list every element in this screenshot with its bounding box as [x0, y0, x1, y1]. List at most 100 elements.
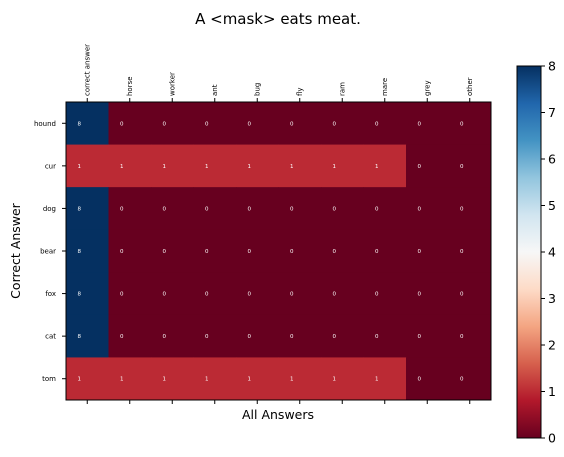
heatmap-cell [108, 102, 152, 146]
heatmap-cell [66, 187, 109, 231]
cell-value-label: 1 [120, 377, 124, 383]
heatmap-cell [406, 272, 449, 316]
heatmap-cell [236, 357, 279, 401]
cell-value-label: 0 [418, 377, 422, 383]
cell-value-label: 8 [78, 206, 82, 212]
cell-value-label: 1 [205, 164, 209, 170]
cell-value-label: 0 [418, 206, 422, 212]
heatmap-cell [151, 229, 194, 273]
cell-value-label: 1 [375, 164, 379, 170]
cell-value-label: 0 [248, 292, 252, 298]
heatmap-cell [151, 187, 194, 231]
x-tick-label: other [466, 77, 474, 96]
heatmap-cell [108, 314, 152, 358]
cell-value-label: 0 [375, 249, 379, 255]
cell-value-label: 8 [78, 334, 82, 340]
heatmap-cell [236, 102, 279, 146]
x-tick-label: bug [253, 83, 261, 96]
heatmap-cell [363, 187, 407, 231]
heatmap-cell [66, 229, 109, 273]
heatmap-cell [321, 357, 364, 401]
cell-value-label: 0 [418, 334, 422, 340]
heatmap-cell [193, 314, 237, 358]
cell-value-label: 0 [418, 164, 422, 170]
heatmap-cell [406, 102, 449, 146]
heatmap-cell [321, 102, 364, 146]
x-tick-label: ant [211, 84, 219, 96]
heatmap-cell [66, 102, 109, 146]
heatmap-cell [193, 357, 237, 401]
cell-value-label: 0 [375, 292, 379, 298]
cell-value-label: 0 [333, 249, 337, 255]
x-axis-ticks: correct answer horse worker ant bug fly ram mar… [83, 44, 474, 404]
heatmap-cell [151, 144, 194, 188]
cell-value-label: 1 [290, 164, 294, 170]
heatmap-cell [66, 357, 109, 401]
cell-value-label: 0 [120, 334, 124, 340]
heatmap-cell [108, 144, 152, 188]
heatmap-cell [363, 229, 407, 273]
heatmap-cell [108, 357, 152, 401]
colorbar-tick-label: 5 [548, 198, 556, 213]
cell-value-label: 0 [375, 121, 379, 127]
cell-value-label: 0 [205, 206, 209, 212]
heatmap-cell [448, 357, 492, 401]
y-tick-label: hound [34, 120, 56, 128]
cell-value-label: 0 [205, 292, 209, 298]
cell-value-label: 1 [290, 377, 294, 383]
heatmap-cell [193, 102, 237, 146]
y-tick-label: dog [43, 205, 56, 213]
heatmap-cell [363, 357, 407, 401]
cell-value-label: 0 [460, 334, 464, 340]
x-tick-label: worker [168, 72, 176, 96]
heatmap-cell [66, 144, 109, 188]
heatmap-cell [278, 357, 322, 401]
colorbar-tick-label: 0 [548, 431, 556, 446]
cell-value-label: 0 [460, 121, 464, 127]
cell-value-label: 0 [460, 164, 464, 170]
colorbar-tick-label: 3 [548, 291, 556, 306]
heatmap-cell [278, 314, 322, 358]
heatmap-cell [236, 314, 279, 358]
heatmap-cell [236, 144, 279, 188]
heatmap-cell [363, 102, 407, 146]
heatmap-cell [278, 229, 322, 273]
colorbar-tick-label: 6 [548, 152, 556, 167]
y-tick-label: cur [45, 162, 56, 170]
cell-value-label: 1 [78, 164, 82, 170]
cell-value-label: 0 [120, 249, 124, 255]
cell-value-label: 1 [120, 164, 124, 170]
heatmap-cell [151, 314, 194, 358]
heatmap-cell [108, 187, 152, 231]
cell-value-label: 0 [290, 292, 294, 298]
heatmap-cell [108, 272, 152, 316]
heatmap-cell [66, 272, 109, 316]
cell-value-label: 0 [290, 206, 294, 212]
cell-value-label: 1 [205, 377, 209, 383]
heatmap-cell [448, 102, 492, 146]
cell-value-label: 0 [205, 249, 209, 255]
cell-value-label: 0 [375, 206, 379, 212]
cell-value-label: 8 [78, 249, 82, 255]
x-axis-label: All Answers [242, 407, 314, 422]
plot-frame [65, 101, 492, 401]
cell-value-label: 0 [333, 121, 337, 127]
y-tick-label: tom [42, 375, 56, 383]
cell-value-label: 1 [333, 377, 337, 383]
cell-value-label: 0 [460, 249, 464, 255]
x-tick-label: mare [381, 78, 389, 96]
cell-value-label: 0 [163, 292, 167, 298]
heatmap-cell [193, 272, 237, 316]
heatmap-cell [406, 144, 449, 188]
cell-value-label: 8 [78, 121, 82, 127]
heatmap-cell [321, 314, 364, 358]
heatmap-cell [406, 357, 449, 401]
cell-value-label: 0 [290, 249, 294, 255]
heatmap-cell [193, 187, 237, 231]
cell-value-label: 1 [333, 164, 337, 170]
cell-value-label: 1 [248, 377, 252, 383]
heatmap-cell [278, 187, 322, 231]
y-tick-label: fox [45, 290, 56, 298]
cell-value-label: 0 [163, 249, 167, 255]
